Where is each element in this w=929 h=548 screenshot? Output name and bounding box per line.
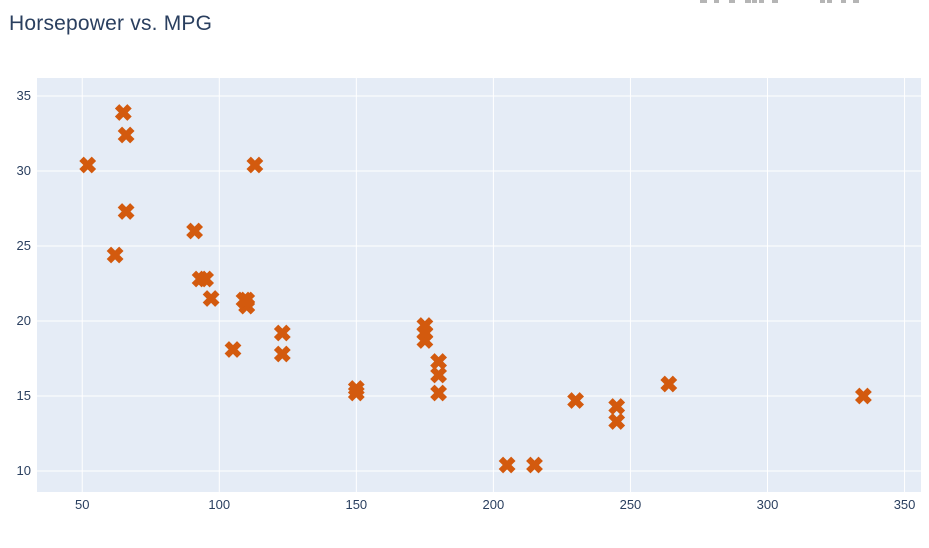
modebar-button-fragment-autoscale-icon[interactable] [827,0,832,3]
modebar-button-fragment-reset-axes-icon[interactable] [853,0,859,3]
modebar-button-fragment-box-select-icon[interactable] [745,0,751,3]
data-point[interactable] [604,409,629,434]
modebar-button-fragment-box-select-icon[interactable] [752,0,757,3]
data-point[interactable] [75,153,100,178]
data-point[interactable] [344,381,369,406]
x-tick-label: 50 [74,497,90,512]
data-point[interactable] [114,199,139,224]
data-point[interactable] [563,388,588,413]
modebar-button-fragment-reset-axes-icon[interactable] [841,0,846,3]
data-point[interactable] [270,342,295,367]
x-tick-label: 150 [345,497,368,512]
modebar-button-fragment-zoom-in-icon[interactable] [772,0,778,3]
y-tick-label: 25 [16,238,31,253]
data-point[interactable] [199,286,224,311]
x-tick-label: 350 [893,497,916,512]
data-point[interactable] [182,219,207,244]
data-point[interactable] [604,394,629,419]
data-point[interactable] [522,453,547,478]
data-point[interactable] [495,453,520,478]
x-tick-label: 200 [482,497,505,512]
plot-canvas[interactable] [37,78,921,492]
y-tick-label: 15 [16,388,31,403]
data-point[interactable] [270,321,295,346]
y-tick-label: 20 [16,313,31,328]
data-point[interactable] [656,372,681,397]
data-point[interactable] [412,313,437,338]
data-point[interactable] [221,337,246,362]
x-tick-label: 250 [619,497,642,512]
y-tick-label: 30 [16,163,31,178]
data-point[interactable] [193,267,218,292]
data-point[interactable] [111,100,136,125]
data-point[interactable] [851,384,876,409]
modebar-button-fragment-camera-icon[interactable] [700,0,707,3]
x-tick-label: 100 [208,497,231,512]
data-point[interactable] [426,381,451,406]
data-point[interactable] [426,363,451,388]
data-point[interactable] [114,123,139,148]
data-point[interactable] [232,288,257,313]
data-point[interactable] [242,153,267,178]
modebar-button-fragment-lasso-select-icon[interactable] [759,0,764,3]
y-tick-label: 10 [16,463,31,478]
modebar-button-fragment-zoom-out-icon[interactable] [820,0,825,3]
chart-title: Horsepower vs. MPG [9,12,213,35]
modebar-button-fragment-zoom-icon[interactable] [714,0,719,3]
y-tick-label: 35 [16,88,31,103]
plot-area[interactable] [37,78,921,492]
data-point[interactable] [103,243,128,268]
modebar-fragment-row [0,0,929,4]
modebar-button-fragment-pan-icon[interactable] [729,0,735,3]
data-point[interactable] [426,349,451,374]
x-tick-label: 300 [756,497,779,512]
